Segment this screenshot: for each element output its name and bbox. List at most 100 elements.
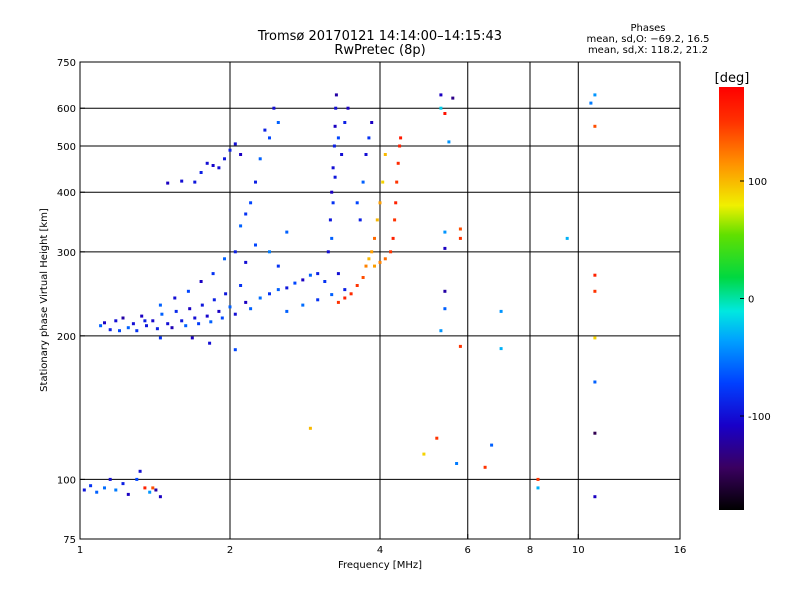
data-point [188, 307, 192, 311]
data-point [244, 212, 248, 216]
data-point [458, 344, 462, 348]
data-point [170, 326, 174, 330]
data-point [184, 324, 188, 328]
grid [80, 62, 680, 539]
data-point [173, 296, 177, 300]
data-point [199, 280, 203, 283]
data-point [336, 300, 340, 304]
data-point [349, 292, 353, 296]
stats-o-line: mean, sd,O: −69.2, 16.5 [587, 34, 710, 45]
y-tick-label: 400 [57, 188, 76, 199]
data-point [233, 142, 237, 146]
data-point [336, 136, 340, 140]
data-point [330, 236, 334, 240]
data-point [328, 218, 332, 222]
data-point [166, 181, 170, 185]
data-point [190, 336, 194, 340]
data-point [254, 243, 257, 247]
data-point [364, 153, 368, 156]
data-point [211, 164, 215, 167]
data-point [398, 144, 402, 148]
data-point [223, 257, 226, 261]
data-point [244, 300, 248, 304]
data-point [135, 329, 139, 333]
data-point [140, 314, 144, 318]
y-tick-label: 300 [57, 248, 76, 259]
data-point [443, 289, 447, 293]
data-point [239, 224, 243, 228]
stats-x-line: mean, sd,X: 118.2, 21.2 [588, 45, 708, 56]
y-tick-label: 750 [57, 58, 76, 69]
data-point [375, 218, 379, 222]
data-point [439, 329, 443, 333]
data-point [373, 264, 376, 268]
data-point [358, 218, 362, 222]
data-point [211, 272, 215, 276]
data-point [383, 153, 387, 156]
data-point [422, 452, 426, 456]
data-point [381, 180, 385, 184]
data-point [258, 157, 262, 161]
data-point [443, 246, 447, 250]
data-point [209, 320, 213, 324]
data-point [490, 443, 494, 447]
data-point [316, 272, 320, 276]
data-point [458, 227, 462, 231]
data-point [323, 280, 327, 283]
data-point [108, 477, 112, 481]
data-point [330, 190, 334, 194]
data-point [268, 250, 271, 254]
data-point [121, 482, 125, 486]
data-point [138, 469, 142, 473]
data-point [396, 161, 400, 165]
data-point [340, 153, 344, 156]
data-point [443, 230, 447, 234]
data-point [536, 486, 540, 490]
data-point [145, 324, 148, 328]
data-point [355, 201, 359, 205]
chart-title: Tromsø 20170121 14:14:00–14:15:43 [257, 29, 502, 44]
data-point [451, 96, 455, 100]
data-point [239, 153, 243, 156]
y-tick-label: 500 [57, 142, 76, 153]
data-point [370, 250, 374, 254]
data-point [224, 292, 228, 296]
data-point [285, 230, 289, 234]
data-point [383, 257, 387, 261]
data-point [343, 121, 347, 124]
data-point [272, 106, 276, 110]
data-point [367, 136, 371, 140]
data-point [89, 484, 93, 488]
data-point [593, 273, 597, 277]
data-point [443, 307, 447, 311]
data-point [364, 264, 368, 268]
data-point [293, 281, 297, 285]
data-point [143, 319, 147, 323]
data-point [151, 486, 155, 490]
data-point [199, 171, 203, 174]
data-point [394, 201, 398, 205]
y-tick-label: 600 [57, 104, 76, 115]
data-point [443, 112, 447, 115]
stats-heading: Phases [630, 23, 665, 34]
data-point [378, 201, 382, 205]
data-point [593, 380, 597, 384]
data-point [220, 316, 224, 320]
data-point [334, 93, 338, 97]
data-point [343, 288, 347, 292]
colorbar [719, 87, 744, 510]
data-point [536, 477, 540, 481]
data-point [565, 236, 569, 240]
data-point [180, 319, 184, 323]
colorbar-ticks: 100 0 -100 [740, 177, 771, 423]
data-point [228, 148, 232, 152]
data-point [254, 180, 257, 184]
data-point [239, 284, 243, 287]
data-point [154, 488, 158, 492]
data-point [589, 101, 593, 105]
data-point [336, 272, 340, 276]
data-point [378, 260, 382, 264]
data-point [334, 106, 338, 110]
data-point [333, 124, 337, 128]
